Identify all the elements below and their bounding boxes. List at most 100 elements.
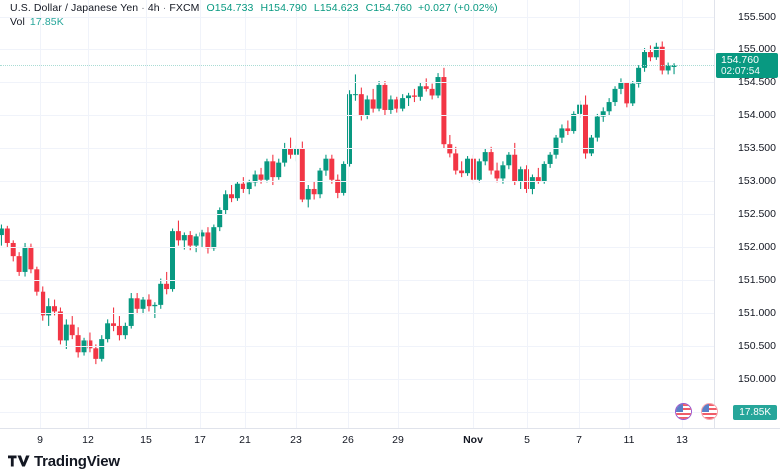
candle-body-up [317, 170, 323, 195]
candle-body-down [116, 325, 122, 336]
candle-body-down [164, 283, 170, 290]
change-value: +0.027 (+0.02%) [417, 2, 498, 14]
candle-body-up [128, 298, 134, 326]
candle-body-down [258, 174, 264, 180]
time-tick-label: 13 [676, 434, 688, 446]
candle-body-up [252, 174, 258, 183]
interval-label[interactable]: 4h [147, 2, 160, 14]
open-field: O154.733 [207, 2, 254, 15]
gridline-vertical [398, 0, 399, 428]
candle-body-up [665, 65, 671, 71]
current-price-line [0, 65, 714, 67]
price-tick-label: 154.000 [738, 109, 776, 122]
gridline-horizontal [0, 312, 714, 314]
time-tick-label: 26 [342, 434, 354, 446]
time-axis[interactable]: 9 12 15 17 21 23 26 29 Nov 5 7 11 13 [0, 428, 780, 450]
candle-body-up [305, 188, 311, 200]
price-axis[interactable]: 155.500 155.000 154.500 154.000 153.500 153.0… [675, 0, 780, 428]
candle-body-down [69, 324, 75, 336]
candle-body-up [341, 163, 347, 193]
candle-body-up [376, 84, 382, 109]
high-field: H154.790 [261, 2, 307, 15]
candle-body-down [565, 128, 571, 132]
candle-wick [113, 307, 115, 332]
candle-body-up [541, 163, 547, 182]
close-value: 154.760 [373, 2, 412, 14]
candle-body-up [181, 235, 187, 241]
candle-body-down [229, 194, 234, 199]
price-tick-label: 152.500 [738, 208, 776, 220]
candle-body-down [40, 291, 46, 316]
candle-body-up [0, 228, 4, 236]
candle-body-down [311, 188, 317, 195]
candle-body-up [264, 161, 270, 180]
candle-body-down [394, 99, 400, 109]
candle-body-down [52, 306, 57, 312]
price-tick-label: 150.000 [738, 372, 776, 385]
time-tick-label: 15 [140, 434, 152, 446]
candle-body-up [234, 183, 240, 199]
gridline-vertical [146, 0, 147, 428]
open-value: 154.733 [214, 2, 254, 14]
candle-body-up [105, 323, 111, 340]
gridline-horizontal [0, 378, 714, 380]
time-tick-label: 12 [82, 434, 94, 446]
gridline-horizontal [0, 279, 714, 281]
candle-body-down [358, 94, 364, 116]
us-flag-icon[interactable] [701, 403, 718, 420]
candle-body-up [140, 299, 146, 309]
symbol-name[interactable]: U.S. Dollar / Japanese Yen [10, 2, 139, 14]
candle-body-up [193, 236, 199, 246]
candle-wick [413, 88, 415, 103]
low-value: 154.623 [319, 2, 359, 14]
candle-body-up [152, 304, 158, 307]
us-flag-icon-selected[interactable] [675, 403, 692, 420]
high-label: H [260, 2, 269, 14]
candle-body-up [500, 165, 506, 179]
bar-countdown: 02:07:54 [721, 66, 760, 78]
candle-body-up [282, 148, 288, 163]
candle-wick [0, 224, 2, 246]
gridline-vertical [629, 0, 630, 428]
candle-body-down [429, 88, 435, 96]
tradingview-footer: TradingView [8, 452, 120, 470]
candle-wick [537, 167, 539, 184]
candle-body-up [482, 152, 488, 162]
gridline-horizontal [0, 181, 714, 183]
candle-body-up [636, 67, 642, 84]
gridline-vertical [527, 0, 528, 428]
candle-body-up [170, 231, 175, 290]
candle-body-down [441, 77, 447, 145]
candle-body-down [28, 246, 34, 270]
price-tick-label: 155.500 [738, 10, 776, 23]
candle-body-up [630, 83, 636, 104]
volume-value-badge: 17.85K [733, 405, 777, 420]
legend-separator-1: · [141, 2, 145, 14]
time-tick-label: 7 [576, 434, 582, 446]
time-tick-label: 17 [194, 434, 206, 446]
price-tick-label: 151.500 [738, 273, 776, 286]
low-label: L [313, 2, 320, 14]
gridline-horizontal [0, 411, 714, 413]
candle-body-up [553, 137, 559, 155]
candle-body-down [423, 86, 429, 89]
candle-body-down [146, 299, 152, 307]
candle-body-up [606, 102, 612, 112]
price-tick-label: 153.000 [738, 175, 776, 188]
candle-body-down [329, 158, 335, 180]
time-tick-label: 9 [37, 434, 43, 446]
candle-body-up [518, 169, 524, 182]
candle-body-up [352, 94, 358, 96]
legend-main-row: U.S. Dollar / Japanese Yen · 4h · FXCM O… [10, 2, 498, 15]
volume-label[interactable]: Vol [10, 16, 25, 28]
time-tick-label: 29 [392, 434, 404, 446]
gridline-horizontal [0, 214, 714, 215]
chart-plot-area[interactable] [0, 0, 714, 428]
candle-wick [461, 161, 463, 178]
candle-body-down [240, 183, 246, 189]
price-tick-label: 152.000 [738, 240, 776, 253]
current-price-value: 154.760 [721, 54, 759, 67]
gridline-horizontal [0, 82, 714, 84]
exchange-label[interactable]: FXCM [169, 2, 200, 14]
candle-wick [183, 232, 185, 250]
